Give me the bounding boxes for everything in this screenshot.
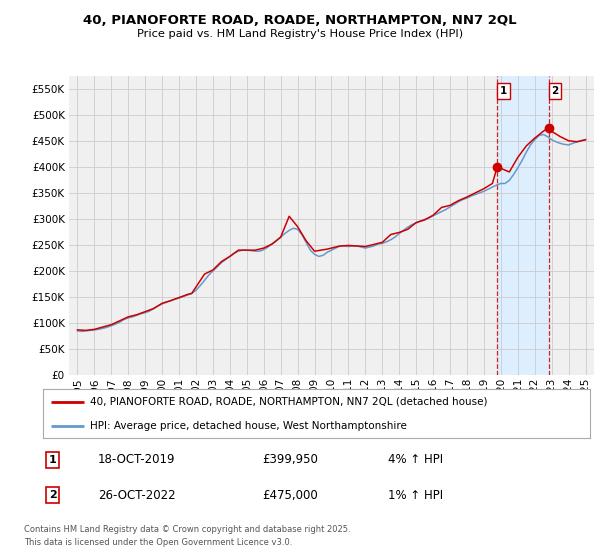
Text: Contains HM Land Registry data © Crown copyright and database right 2025.
This d: Contains HM Land Registry data © Crown c… bbox=[24, 525, 350, 547]
Text: £399,950: £399,950 bbox=[262, 453, 318, 466]
Text: 4% ↑ HPI: 4% ↑ HPI bbox=[388, 453, 443, 466]
Text: 40, PIANOFORTE ROAD, ROADE, NORTHAMPTON, NN7 2QL (detached house): 40, PIANOFORTE ROAD, ROADE, NORTHAMPTON,… bbox=[90, 397, 487, 407]
Text: £475,000: £475,000 bbox=[262, 489, 318, 502]
Text: 2: 2 bbox=[49, 491, 56, 500]
Bar bbox=[497, 76, 548, 375]
Text: 18-OCT-2019: 18-OCT-2019 bbox=[98, 453, 175, 466]
Text: 26-OCT-2022: 26-OCT-2022 bbox=[98, 489, 176, 502]
Text: HPI: Average price, detached house, West Northamptonshire: HPI: Average price, detached house, West… bbox=[90, 421, 407, 431]
Text: 40, PIANOFORTE ROAD, ROADE, NORTHAMPTON, NN7 2QL: 40, PIANOFORTE ROAD, ROADE, NORTHAMPTON,… bbox=[83, 14, 517, 27]
Text: 2: 2 bbox=[551, 86, 559, 96]
Text: 1% ↑ HPI: 1% ↑ HPI bbox=[388, 489, 443, 502]
Text: 1: 1 bbox=[49, 455, 56, 465]
Text: Price paid vs. HM Land Registry's House Price Index (HPI): Price paid vs. HM Land Registry's House … bbox=[137, 29, 463, 39]
Text: 1: 1 bbox=[500, 86, 507, 96]
